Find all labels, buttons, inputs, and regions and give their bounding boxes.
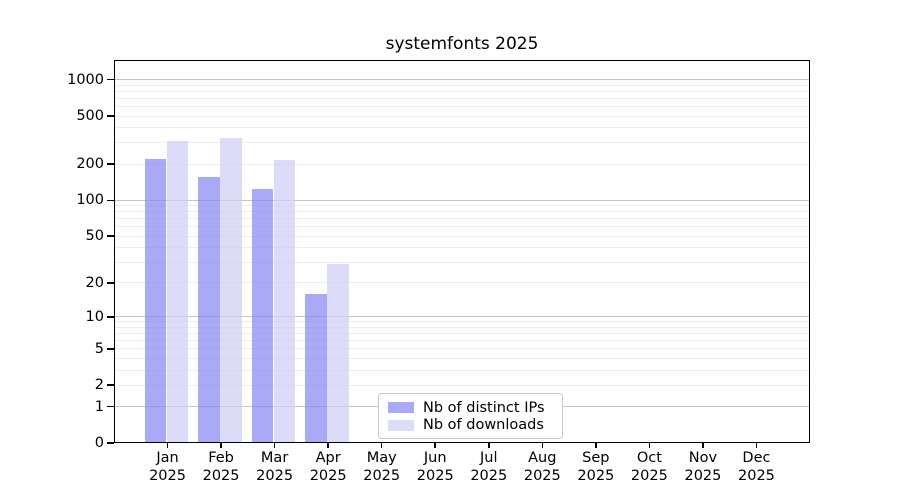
gridline-minor: [114, 127, 810, 129]
y-tick-label: 1: [94, 398, 104, 415]
plot-area: [114, 60, 810, 443]
gridline-minor: [114, 235, 810, 237]
x-tick-label-jan: Jan 2025: [149, 450, 186, 484]
x-tick-label-oct: Oct 2025: [630, 450, 668, 484]
x-tick-mark: [380, 443, 383, 448]
gridline-minor: [114, 340, 810, 342]
x-tick-label-mar: Mar 2025: [256, 450, 294, 484]
y-tick-label: 20: [85, 274, 104, 291]
x-tick-mark: [327, 443, 329, 448]
x-tick-label-may: May 2025: [363, 450, 401, 484]
x-tick-mark: [220, 443, 222, 448]
y-tick-mark: [107, 405, 114, 408]
y-tick-mark: [107, 282, 114, 284]
bar-downloads-mar: [273, 159, 296, 443]
gridline-minor: [114, 84, 810, 86]
x-tick-mark: [595, 443, 597, 448]
y-tick-label: 5: [94, 340, 104, 357]
gridline-minor: [114, 384, 810, 386]
gridline-minor: [114, 321, 810, 323]
x-tick-mark: [273, 443, 276, 448]
x-tick-label-sep: Sep 2025: [577, 450, 615, 484]
gridline-major: [114, 199, 810, 201]
y-tick-mark: [107, 442, 114, 444]
gridline-minor: [114, 90, 810, 92]
chart-title: systemfonts 2025: [385, 34, 539, 54]
x-tick-label-apr: Apr 2025: [309, 450, 347, 484]
y-tick-mark: [107, 199, 114, 202]
bar-downloads-feb: [220, 137, 242, 443]
x-tick-label-jun: Jun 2025: [416, 450, 454, 484]
x-tick-label-jul: Jul 2025: [470, 450, 508, 484]
gridline-minor: [114, 326, 810, 328]
bar-downloads-apr: [327, 264, 349, 443]
x-tick-mark: [166, 443, 169, 448]
bar-distinct-ips-mar: [251, 188, 274, 443]
gridline-minor: [114, 369, 810, 371]
legend-item-distinct-ips: Nb of distinct IPs: [387, 399, 554, 417]
gridline-minor: [114, 163, 810, 165]
legend-label-downloads: Nb of downloads: [423, 417, 544, 434]
legend-swatch-distinct-ips: [388, 402, 414, 414]
gridline-minor: [114, 226, 810, 228]
x-tick-mark: [541, 443, 544, 448]
gridline-minor: [114, 282, 810, 284]
x-tick-mark: [755, 443, 758, 448]
y-tick-label: 0: [94, 435, 104, 451]
x-tick-mark: [648, 443, 651, 448]
gridline-minor: [114, 97, 810, 99]
legend: Nb of distinct IPs Nb of downloads: [378, 393, 563, 439]
legend-item-downloads: Nb of downloads: [387, 417, 554, 435]
y-tick-mark: [107, 163, 114, 165]
y-tick-label: 10: [85, 308, 104, 325]
y-tick-label: 2: [94, 377, 104, 394]
y-tick-label: 200: [76, 156, 104, 173]
x-tick-label-nov: Nov 2025: [684, 450, 722, 484]
y-tick-mark: [107, 348, 114, 350]
gridline-minor: [114, 142, 810, 144]
x-tick-mark: [434, 443, 436, 448]
x-tick-label-aug: Aug 2025: [523, 450, 561, 484]
gridline-minor: [114, 115, 810, 117]
gridline-minor: [114, 357, 810, 359]
gridline-minor: [114, 348, 810, 350]
gridline-minor: [114, 218, 810, 220]
y-tick-mark: [107, 78, 114, 81]
gridline-major: [114, 316, 810, 318]
x-tick-label-dec: Dec 2025: [738, 450, 775, 484]
gridline-minor: [114, 261, 810, 263]
gridline-major: [114, 79, 810, 81]
y-tick-mark: [107, 384, 114, 386]
y-tick-label: 100: [76, 192, 104, 209]
x-tick-mark: [488, 443, 490, 448]
legend-label-distinct-ips: Nb of distinct IPs: [423, 399, 545, 416]
x-tick-label-feb: Feb 2025: [202, 450, 240, 484]
y-tick-mark: [107, 316, 114, 318]
x-tick-mark: [702, 443, 704, 448]
bar-distinct-ips-jan: [144, 159, 167, 443]
y-tick-label: 1000: [67, 71, 104, 88]
gridline-minor: [114, 106, 810, 108]
gridline-minor: [114, 211, 810, 213]
gridline-minor: [114, 333, 810, 335]
y-tick-mark: [107, 115, 114, 117]
legend-swatch-downloads: [388, 419, 414, 431]
bar-downloads-jan: [166, 141, 189, 443]
bar-distinct-ips-apr: [305, 294, 327, 443]
gridline-minor: [114, 247, 810, 249]
y-tick-mark: [107, 235, 114, 237]
y-tick-label: 500: [76, 108, 104, 125]
y-tick-label: 50: [85, 228, 104, 245]
bar-distinct-ips-feb: [198, 176, 220, 443]
gridline-minor: [114, 205, 810, 207]
